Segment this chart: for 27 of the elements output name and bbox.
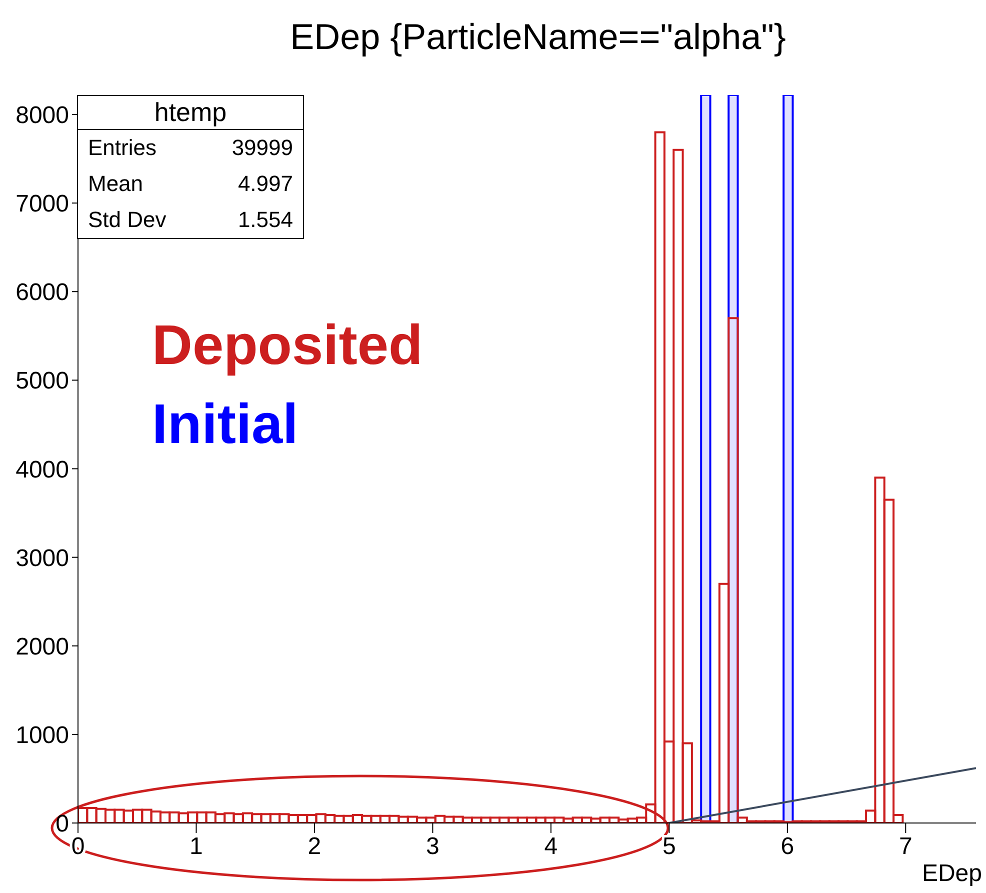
y-tick-label: 8000 <box>16 102 69 130</box>
y-tick-label: 6000 <box>16 279 69 306</box>
x-tick-label: 4 <box>544 833 558 860</box>
annotation: Entries <box>88 134 156 162</box>
annotation: 4.997 <box>238 170 293 198</box>
x-tick-label: 3 <box>426 833 440 860</box>
x-tick-label: 1 <box>190 833 203 860</box>
chart-title: EDep {ParticleName=="alpha"} <box>289 16 787 58</box>
annotation: 39999 <box>232 134 293 162</box>
y-tick-label: 2000 <box>16 633 69 660</box>
annotation: Mean <box>88 170 144 198</box>
y-tick-label: 0 <box>56 810 69 838</box>
y-tick-label: 1000 <box>16 722 69 749</box>
annotation: Deposited <box>152 313 423 377</box>
annotation: Initial <box>152 392 298 456</box>
x-tick-label: 5 <box>662 833 676 860</box>
x-tick-label: 6 <box>780 833 794 860</box>
annotation: 1.554 <box>238 206 293 234</box>
y-tick-label: 3000 <box>16 544 69 572</box>
x-axis-title: EDep <box>922 860 982 888</box>
y-tick-label: 5000 <box>16 368 69 395</box>
y-tick-label: 4000 <box>16 456 69 484</box>
y-tick-label: 7000 <box>16 190 69 218</box>
x-tick-label: 2 <box>308 833 322 860</box>
annotation: Std Dev <box>88 206 166 234</box>
annotation: htemp <box>78 96 303 130</box>
x-tick-label: 7 <box>898 833 912 860</box>
